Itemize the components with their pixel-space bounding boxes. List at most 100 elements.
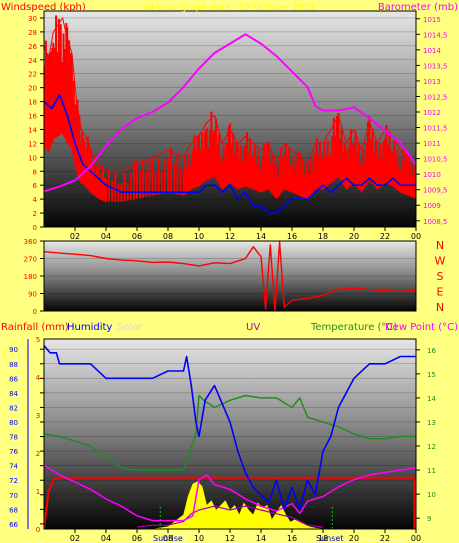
- wind-time-axis: 02 04 06 08 10 12 14 16 18 20 22 00: [70, 227, 421, 241]
- humidity-tick-label: 84: [9, 390, 18, 398]
- windspeed-tick-label: 10: [28, 154, 37, 162]
- legend-temperature: Temperature (°C): [310, 322, 397, 333]
- temperature-tick-label: 13: [427, 419, 436, 427]
- barometer-tick-label: 1015: [423, 16, 441, 24]
- climate-plot-area: [44, 339, 416, 529]
- humidity-tick-label: 74: [9, 463, 18, 471]
- direction-tick-label: 0: [33, 308, 37, 316]
- humidity-tick-label: 70: [9, 492, 18, 500]
- time-tick-label: 20: [349, 232, 359, 241]
- barometer-tick-label: 1012: [423, 109, 441, 117]
- temperature-tick-label: 12: [427, 443, 436, 451]
- direction-axis: 0 90 180 270 360: [24, 238, 44, 316]
- direction-series: [44, 241, 416, 311]
- temperature-tick-label: 10: [427, 491, 436, 499]
- gust-series: [44, 17, 416, 172]
- windspeed-tick-label: 8: [33, 168, 37, 176]
- time-tick-label: 22: [380, 232, 390, 241]
- time-tick-label: 00: [411, 232, 421, 241]
- barometer-axis: 1008,5 1009 1009,5 1010 1010,5 1011 1011,5 1012…: [416, 16, 448, 226]
- legend-uv: UV: [246, 322, 260, 333]
- time-tick-label: 06: [132, 232, 142, 241]
- windspeed-tick-label: 26: [28, 43, 37, 51]
- compass-label: W: [435, 255, 446, 268]
- time-tick-label: 04: [101, 534, 111, 543]
- direction-plot-area: [44, 241, 416, 311]
- time-tick-label: 12: [225, 534, 235, 543]
- time-tick-label: 02: [70, 232, 80, 241]
- chart-title: 24 hour graph data - 17 October 2021: [143, 3, 315, 13]
- legend-dewpoint: Dew Point (°C): [385, 322, 458, 333]
- humidity-tick-label: 68: [9, 506, 18, 514]
- temperature-tick-label: 9: [427, 515, 431, 523]
- barometer-tick-label: 1011,5: [423, 125, 448, 133]
- compass-label: E: [437, 286, 444, 299]
- rainfall-tick-label: 4: [36, 374, 41, 382]
- barometer-tick-label: 1012,5: [423, 93, 448, 101]
- time-tick-label: 18: [318, 232, 328, 241]
- windspeed-tick-label: 16: [28, 113, 37, 121]
- compass-label: S: [437, 270, 444, 283]
- time-tick-label: 10: [194, 232, 204, 241]
- barometer-tick-label: 1009,5: [423, 187, 448, 195]
- compass-label: N: [436, 301, 444, 314]
- temperature-tick-label: 11: [427, 467, 436, 475]
- barometer-tick-label: 1014: [423, 47, 441, 55]
- windspeed-tick-label: 24: [28, 57, 37, 65]
- windspeed-series: [44, 93, 416, 214]
- humidity-tick-label: 80: [9, 419, 18, 427]
- time-tick-label: 14: [256, 232, 266, 241]
- dewpoint-series: [44, 464, 416, 522]
- humidity-tick-label: 78: [9, 434, 18, 442]
- rainfall-series: [44, 476, 415, 529]
- rainfall-axis: 0 1 2 3 4 5: [27, 336, 41, 534]
- sunrise-label: Sunrise: [153, 534, 183, 543]
- barometer-tick-label: 1010: [423, 171, 441, 179]
- windspeed-tick-label: 20: [28, 85, 37, 93]
- barometer-tick-label: 1010,5: [423, 156, 448, 164]
- sunset-label: Sunset: [316, 534, 343, 543]
- direction-tick-label: 360: [24, 238, 37, 246]
- time-tick-label: 20: [349, 534, 359, 543]
- legend-solar: Solar: [117, 322, 143, 333]
- time-tick-label: 00: [411, 534, 421, 543]
- windspeed-tick-label: 4: [33, 196, 38, 204]
- windspeed-tick-label: 6: [33, 182, 38, 190]
- time-tick-label: 16: [287, 534, 297, 543]
- windspeed-label: Windspeed (kph): [1, 2, 86, 13]
- time-tick-label: 02: [70, 534, 80, 543]
- time-tick-label: 16: [287, 232, 297, 241]
- rainfall-tick-label: 3: [36, 412, 40, 420]
- uv-series: [136, 505, 324, 528]
- time-tick-label: 04: [101, 232, 111, 241]
- humidity-tick-label: 88: [9, 361, 18, 369]
- direction-tick-label: 180: [24, 273, 37, 281]
- rainfall-tick-label: 0: [36, 526, 40, 534]
- wind-series: [44, 15, 416, 214]
- direction-series: [44, 241, 416, 311]
- windspeed-tick-label: 0: [33, 224, 37, 232]
- direction-tick-label: 270: [24, 256, 37, 264]
- climate-series: [44, 345, 416, 529]
- windspeed-tick-label: 18: [28, 99, 37, 107]
- barometer-tick-label: 1013,5: [423, 62, 448, 70]
- time-tick-label: 08: [163, 534, 173, 543]
- time-tick-label: 10: [194, 534, 204, 543]
- barometer-tick-label: 1009: [423, 202, 441, 210]
- time-tick-label: 22: [380, 534, 390, 543]
- humidity-tick-label: 86: [9, 375, 18, 383]
- windspeed-tick-label: 2: [33, 210, 37, 218]
- humidity-tick-label: 66: [9, 521, 18, 529]
- time-tick-label: 08: [163, 232, 173, 241]
- rainfall-tick-label: 1: [36, 488, 40, 496]
- barometer-tick-label: 1013: [423, 78, 441, 86]
- barometer-tick-label: 1008,5: [423, 218, 448, 226]
- climate-time-axis: 02 04 06 08 10 12 14 16 18 20 22 00: [70, 529, 421, 543]
- time-tick-label: 12: [225, 232, 235, 241]
- humidity-axis: 66 68 70 72 74 76 78 80 82 84 86 88 90: [9, 346, 44, 529]
- humidity-tick-label: 90: [9, 346, 18, 354]
- temperature-tick-label: 15: [427, 371, 436, 379]
- windspeed-tick-label: 22: [28, 71, 37, 79]
